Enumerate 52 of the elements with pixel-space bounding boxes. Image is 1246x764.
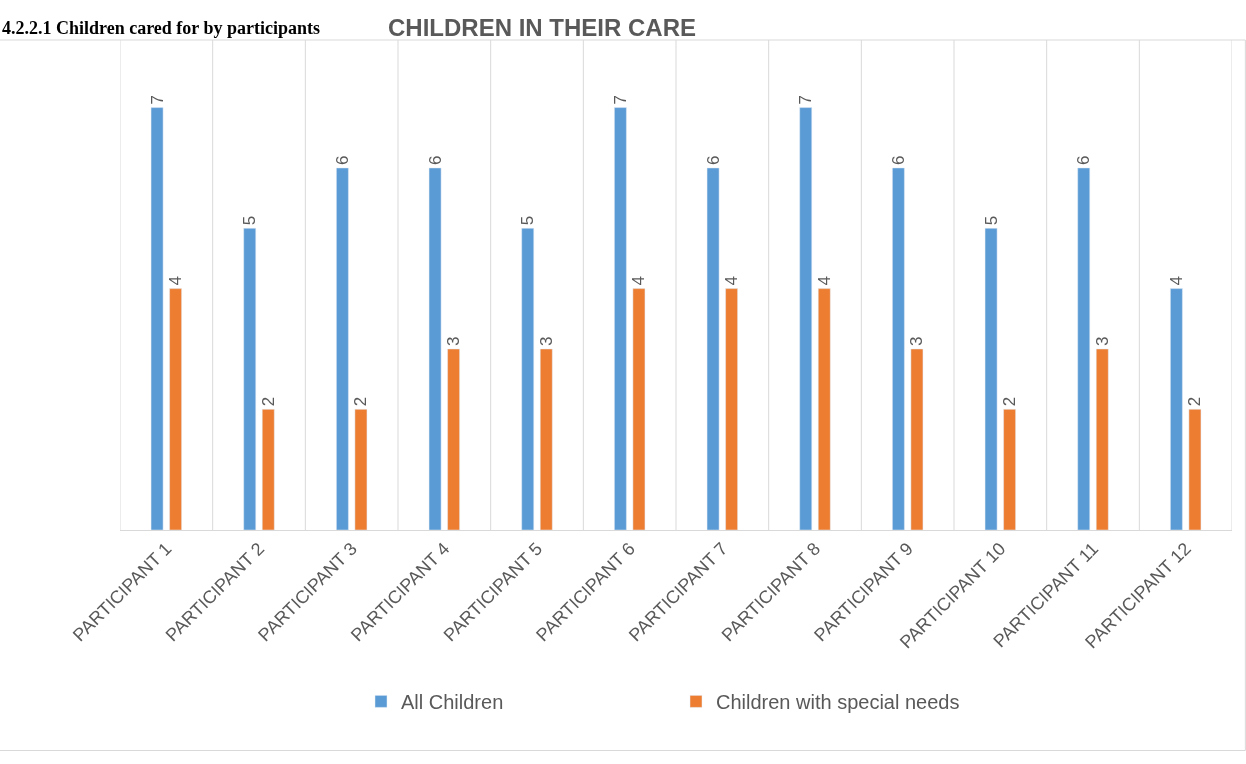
bar	[799, 107, 813, 530]
bar	[892, 167, 905, 530]
bar	[354, 409, 368, 530]
chart-title: CHILDREN IN THEIR CARE	[388, 13, 697, 41]
bar	[521, 228, 535, 530]
data-label: 7	[796, 95, 816, 105]
legend-label: All Children	[401, 691, 504, 714]
data-label: 2	[351, 396, 371, 407]
bar	[1095, 348, 1109, 530]
bar	[1003, 409, 1016, 530]
data-label: 3	[536, 336, 556, 346]
data-label: 6	[425, 155, 445, 165]
bar	[706, 167, 720, 530]
data-label: 6	[332, 155, 352, 165]
data-label: 4	[1166, 276, 1186, 286]
bar	[336, 167, 349, 530]
bar	[1188, 409, 1202, 530]
bar	[817, 288, 831, 530]
bar	[243, 228, 257, 530]
bar	[632, 288, 646, 530]
data-label: 7	[610, 95, 630, 105]
data-label: 2	[258, 396, 278, 407]
data-label: 4	[814, 276, 834, 286]
legend-label: Children with special needs	[716, 691, 960, 714]
data-label: 6	[703, 155, 723, 165]
data-label: 5	[518, 215, 538, 226]
data-label: 5	[240, 215, 260, 226]
data-label: 4	[629, 276, 649, 286]
bar	[910, 348, 924, 530]
data-label: 3	[1092, 336, 1112, 346]
data-label: 4	[166, 276, 186, 286]
data-label: 6	[888, 155, 908, 165]
text: 4.2.2.1 Children cared for by participants	[2, 18, 321, 38]
data-label: 2	[1185, 396, 1205, 407]
bar	[539, 348, 553, 530]
bar	[984, 228, 998, 530]
data-label: 7	[147, 95, 167, 105]
bar	[1077, 167, 1091, 530]
bar	[614, 107, 627, 530]
data-label: 4	[722, 276, 742, 286]
data-label: 6	[1074, 155, 1094, 165]
data-label: 3	[907, 336, 927, 346]
bar	[447, 348, 460, 530]
bar	[725, 288, 738, 530]
data-label: 2	[1000, 396, 1020, 407]
data-label: 3	[444, 336, 464, 346]
bar	[169, 288, 182, 530]
bar	[428, 167, 442, 530]
bar	[261, 409, 275, 530]
bar	[1170, 288, 1183, 530]
bar	[150, 107, 164, 530]
data-label: 5	[981, 215, 1001, 226]
